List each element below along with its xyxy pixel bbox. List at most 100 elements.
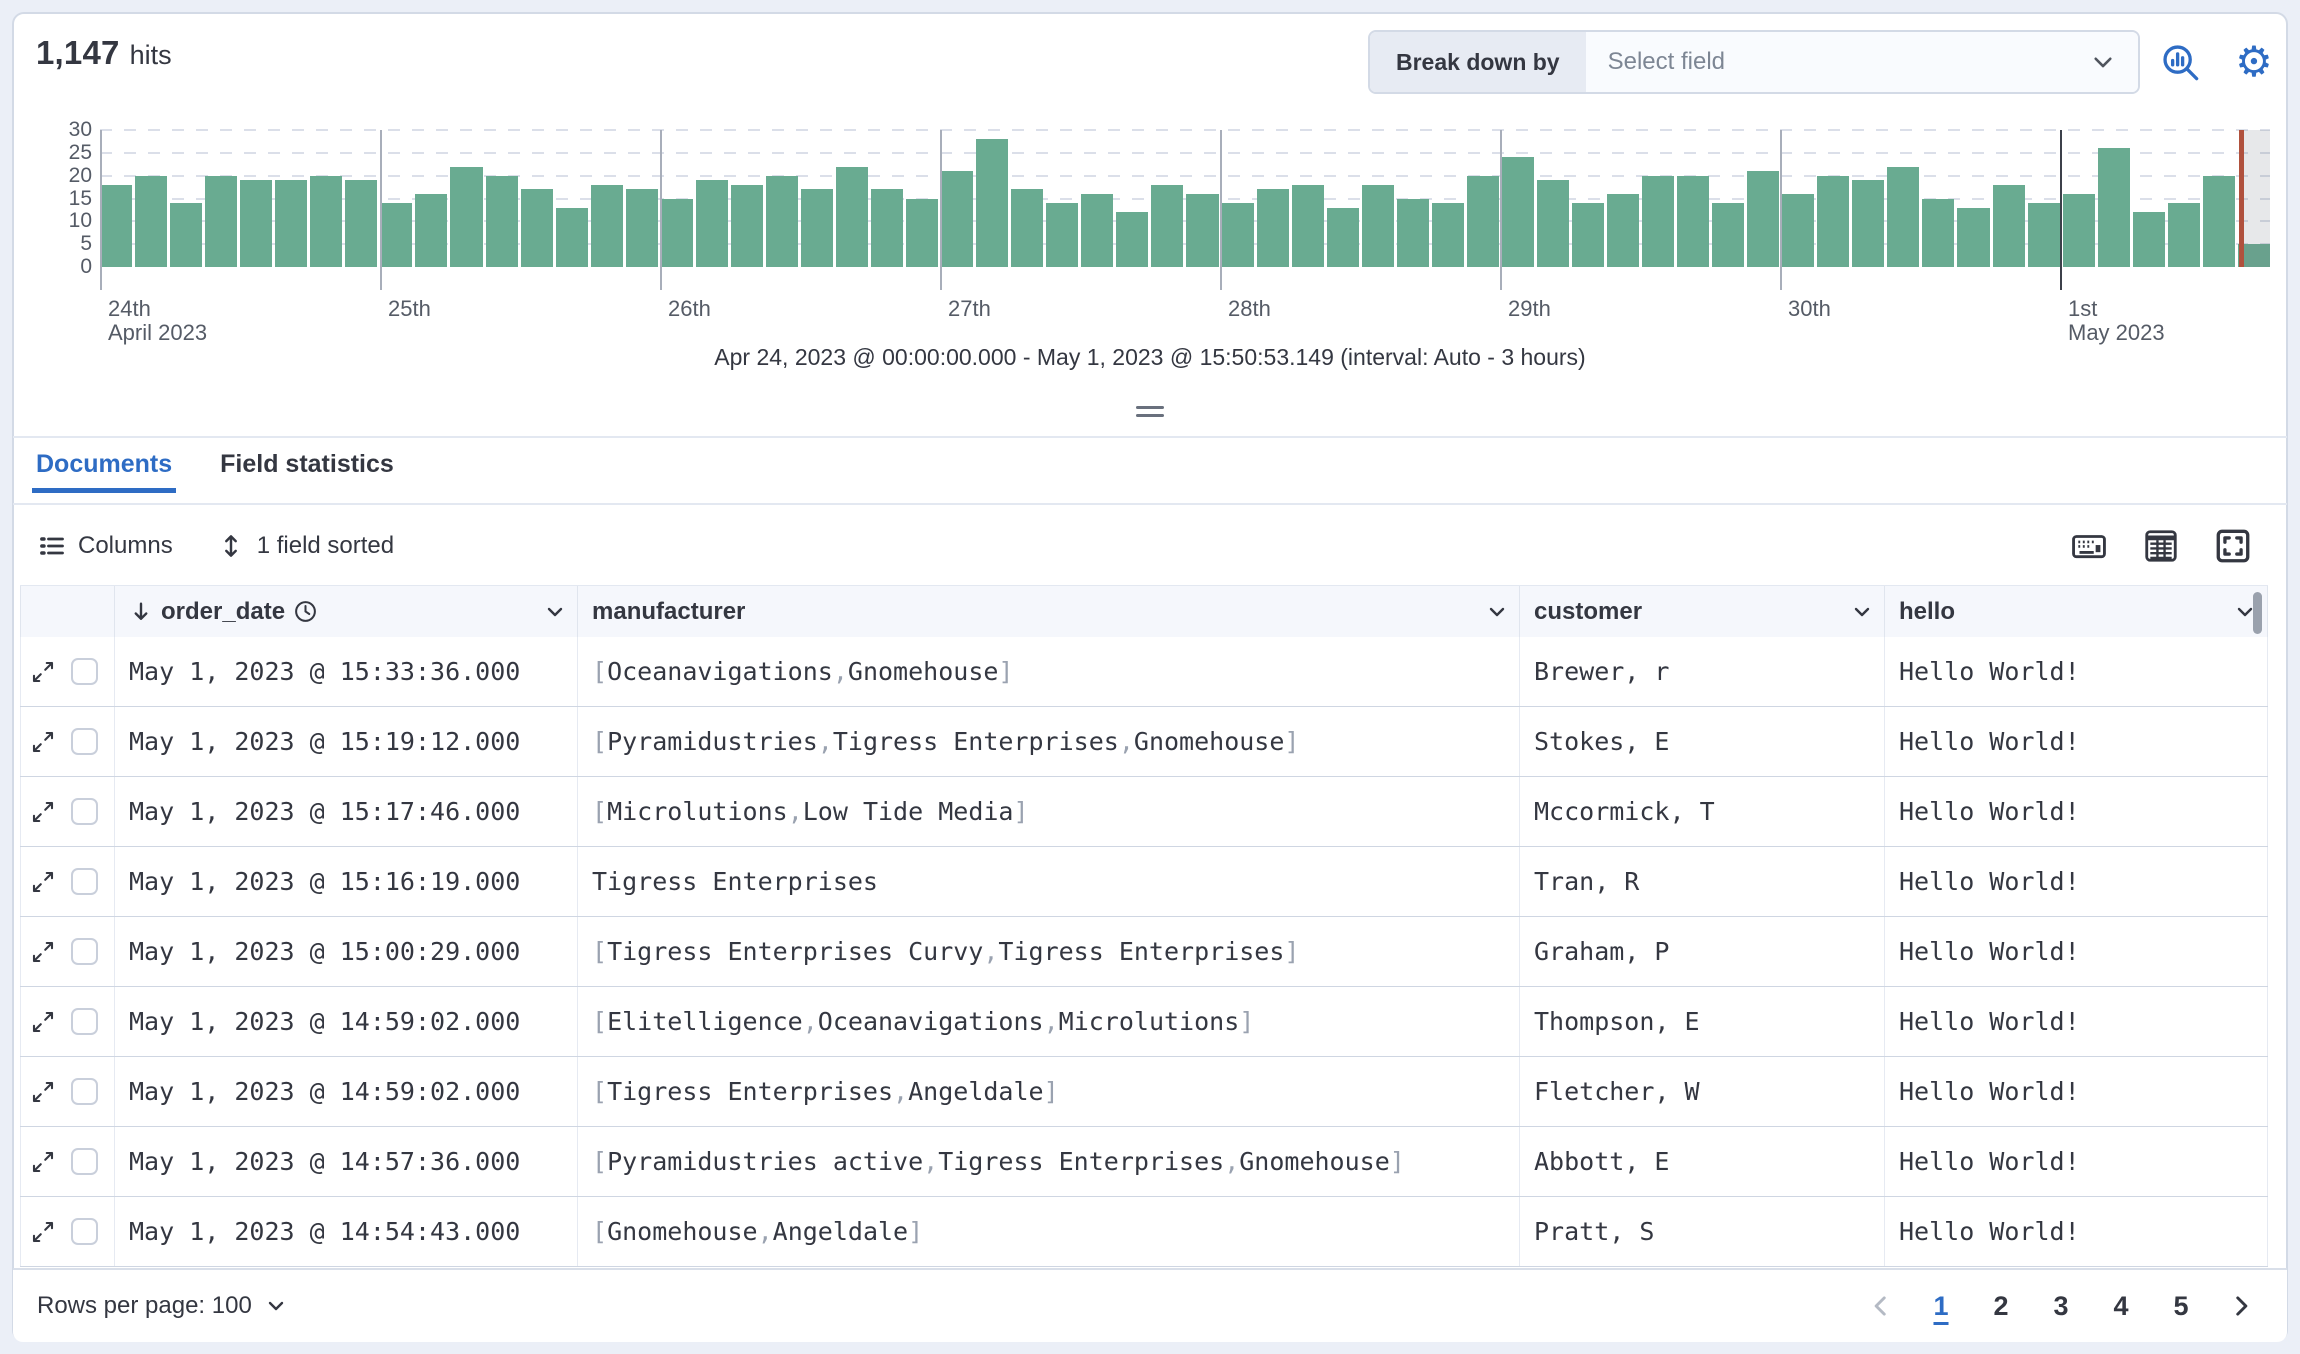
row-checkbox[interactable] (71, 728, 98, 755)
row-checkbox[interactable] (71, 798, 98, 825)
tab-field-statistics[interactable]: Field statistics (220, 450, 394, 478)
breakdown-placeholder[interactable]: Select field (1585, 32, 2090, 92)
keyboard-icon[interactable] (2070, 527, 2108, 565)
expand-row-button[interactable] (31, 730, 55, 754)
page-button-2[interactable]: 2 (1993, 1290, 2009, 1321)
chevron-down-icon[interactable] (543, 600, 567, 624)
row-control-cell (20, 1197, 115, 1266)
expand-row-button[interactable] (31, 800, 55, 824)
day-tick-line (2060, 130, 2062, 290)
day-tick-line (1500, 130, 1502, 290)
histogram-bar (205, 175, 238, 267)
month-tick-label: May 2023 (2068, 320, 2165, 345)
cell-order-date: May 1, 2023 @ 15:19:12.000 (115, 707, 578, 776)
header-label: manufacturer (592, 597, 746, 625)
histogram-plot-area[interactable]: 24th April 2023 25th 26th 27th 28th 29th 30th 1s… (100, 129, 2270, 345)
histogram-bar (730, 184, 763, 267)
chart-magnifier-icon[interactable] (2158, 40, 2202, 84)
histogram-bar (100, 184, 133, 267)
chevron-down-icon[interactable] (1850, 600, 1874, 624)
y-axis-tick-label: 30 (68, 118, 92, 141)
y-axis-tick-label: 0 (80, 255, 92, 278)
header-customer[interactable]: customer (1520, 586, 1885, 637)
histogram-bar (415, 193, 448, 267)
display-density-icon[interactable] (2142, 527, 2180, 565)
row-checkbox[interactable] (71, 868, 98, 895)
histogram-bar (555, 207, 588, 267)
row-checkbox[interactable] (71, 1148, 98, 1175)
hits-count: 1,147 (36, 34, 120, 71)
table-row[interactable]: May 1, 2023 @ 15:00:29.000[Tigress Enter… (20, 917, 2268, 987)
row-checkbox[interactable] (71, 1008, 98, 1035)
expand-row-button[interactable] (31, 1080, 55, 1104)
chevron-down-icon (2090, 32, 2138, 92)
row-control-cell (20, 987, 115, 1056)
histogram-bar (695, 180, 728, 267)
vertical-scrollbar-thumb[interactable] (2253, 592, 2262, 634)
table-row[interactable]: May 1, 2023 @ 14:59:02.000[Tigress Enter… (20, 1057, 2268, 1127)
expand-row-button[interactable] (31, 1010, 55, 1034)
cell-manufacturer: [Oceanavigations, Gnomehouse] (578, 637, 1520, 706)
day-tick-line (940, 130, 942, 290)
breakdown-select[interactable]: Break down by Select field (1368, 30, 2140, 94)
tab-documents[interactable]: Documents (31, 450, 177, 493)
header-label: order_date (161, 597, 286, 625)
header-hello[interactable]: hello (1885, 586, 2268, 637)
table-row[interactable]: May 1, 2023 @ 15:19:12.000[Pyramidustrie… (20, 707, 2268, 777)
expand-row-button[interactable] (31, 870, 55, 894)
table-row[interactable]: May 1, 2023 @ 15:16:19.000 Tigress Enterp… (20, 847, 2268, 917)
expand-row-button[interactable] (31, 1150, 55, 1174)
histogram-bar (2237, 244, 2270, 267)
histogram-bar (660, 198, 693, 267)
row-checkbox[interactable] (71, 658, 98, 685)
gear-icon[interactable]: ⚙ (2235, 38, 2273, 85)
cell-hello: Hello World! (1885, 777, 2268, 846)
page-button-4[interactable]: 4 (2113, 1290, 2129, 1321)
hits-summary: 1,147 hits (36, 34, 172, 72)
histogram-bar (906, 198, 939, 267)
page-button-1[interactable]: 1 (1933, 1290, 1949, 1321)
row-control-cell (20, 917, 115, 986)
histogram-bar (1852, 180, 1885, 267)
histogram-bar (1887, 166, 1920, 267)
grid-footer: Rows per page: 100 1 2 3 4 5 (13, 1268, 2287, 1342)
expand-row-button[interactable] (31, 660, 55, 684)
row-checkbox[interactable] (71, 938, 98, 965)
table-row[interactable]: May 1, 2023 @ 15:33:36.000[Oceanavigatio… (20, 637, 2268, 707)
row-control-cell (20, 637, 115, 706)
day-tick-label: 28th (1228, 296, 1271, 321)
header-manufacturer[interactable]: manufacturer (578, 586, 1520, 637)
row-checkbox[interactable] (71, 1078, 98, 1105)
sort-fields-button[interactable]: 1 field sorted (217, 532, 394, 560)
fullscreen-icon[interactable] (2214, 527, 2252, 565)
rows-per-page-button[interactable]: Rows per page: 100 (37, 1292, 288, 1320)
page-button-3[interactable]: 3 (2053, 1290, 2069, 1321)
page-button-5[interactable]: 5 (2173, 1290, 2189, 1321)
current-time-marker (2239, 130, 2244, 267)
cell-hello: Hello World! (1885, 707, 2268, 776)
table-row[interactable]: May 1, 2023 @ 14:54:43.000[Gnomehouse, A… (20, 1197, 2268, 1267)
expand-row-button[interactable] (31, 940, 55, 964)
chart-resize-handle[interactable] (1130, 402, 1170, 420)
table-row[interactable]: May 1, 2023 @ 14:57:36.000[Pyramidustrie… (20, 1127, 2268, 1197)
table-row[interactable]: May 1, 2023 @ 15:17:46.000[Microlutions,… (20, 777, 2268, 847)
histogram-bar (2167, 203, 2200, 267)
chevron-down-icon[interactable] (2233, 600, 2257, 624)
columns-button[interactable]: Columns (38, 532, 173, 560)
cell-manufacturer: [Pyramidustries active, Tigress Enterpri… (578, 1127, 1520, 1196)
histogram-bar (2132, 212, 2165, 267)
expand-row-button[interactable] (31, 1220, 55, 1244)
cell-order-date: May 1, 2023 @ 15:33:36.000 (115, 637, 578, 706)
histogram-bar (1571, 203, 1605, 267)
month-tick-label: April 2023 (108, 320, 208, 345)
row-checkbox[interactable] (71, 1218, 98, 1245)
histogram-bar (1607, 193, 1640, 267)
histogram-bar (1011, 189, 1044, 267)
histogram-bar (1221, 203, 1254, 267)
chevron-down-icon[interactable] (1485, 600, 1509, 624)
next-page-button[interactable] (2215, 1280, 2267, 1332)
previous-page-button[interactable] (1855, 1280, 1907, 1332)
cell-hello: Hello World! (1885, 1197, 2268, 1266)
header-order-date[interactable]: order_date (115, 586, 578, 637)
table-row[interactable]: May 1, 2023 @ 14:59:02.000[Elitelligence… (20, 987, 2268, 1057)
